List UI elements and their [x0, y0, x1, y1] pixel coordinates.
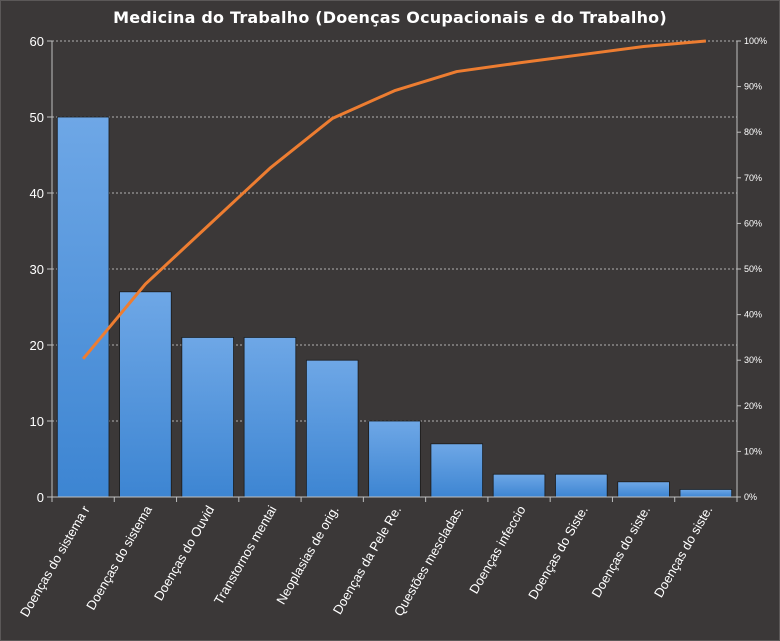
left-tick-label: 20	[30, 338, 44, 353]
category-label-5: Doenças da Pele Re.	[330, 503, 404, 617]
bar-9	[617, 481, 670, 498]
bar-1	[119, 291, 172, 498]
category-label-2: Doenças do Ouvid	[151, 503, 217, 603]
right-tick-label: 90%	[744, 82, 762, 92]
right-tick-label: 80%	[744, 127, 762, 137]
bar-10	[679, 488, 733, 498]
category-label-1: Doenças do sistema	[83, 502, 155, 612]
bars	[56, 116, 733, 498]
category-label-9: Doenças do siste.	[589, 503, 654, 600]
right-tick-label: 60%	[744, 218, 762, 228]
right-tick-label: 100%	[744, 36, 767, 46]
left-tick-label: 10	[30, 414, 44, 429]
left-tick-label: 60	[30, 34, 44, 49]
left-tick-label: 30	[30, 262, 44, 277]
bar-7	[492, 473, 546, 498]
category-label-3: Transtornos mentai	[211, 503, 280, 607]
bar-8	[555, 473, 608, 498]
category-label-4: Neoplasias de orig.	[273, 503, 342, 607]
right-tick-label: 30%	[744, 355, 762, 365]
right-tick-label: 20%	[744, 401, 762, 411]
left-tick-label: 40	[30, 186, 44, 201]
left-tick-label: 50	[30, 110, 44, 125]
right-tick-label: 0%	[744, 492, 757, 502]
right-tick-label: 70%	[744, 173, 762, 183]
right-tick-label: 40%	[744, 310, 762, 320]
bar-4	[305, 359, 359, 498]
axes	[47, 40, 741, 502]
bar-0	[56, 116, 110, 498]
right-tick-label: 50%	[744, 264, 762, 274]
category-label-0: Doenças do sistema r	[17, 502, 93, 619]
bar-2	[181, 336, 234, 498]
right-axis-ticks: 0% 10% 20% 30% 40% 50% 60% 70% 80% 90% 100%	[744, 36, 767, 502]
left-tick-label: 0	[37, 490, 44, 505]
category-label-6: Questões mescladas.	[391, 503, 466, 619]
bar-5	[368, 420, 421, 498]
chart-title: Medicina do Trabalho (Doenças Ocupaciona…	[113, 8, 667, 27]
cumulative-line	[81, 39, 706, 360]
bar-3	[243, 336, 297, 498]
category-label-10: Doenças do siste.	[651, 503, 716, 600]
right-tick-label: 10%	[744, 446, 762, 456]
category-label-8: Doenças do Siste.	[525, 503, 591, 602]
left-axis-ticks: 0 10 20 30 40 50 60	[30, 34, 44, 505]
category-label-7: Doenças infeccio	[466, 503, 528, 596]
cumulative-percent-line	[81, 39, 706, 360]
bar-6	[430, 443, 484, 498]
